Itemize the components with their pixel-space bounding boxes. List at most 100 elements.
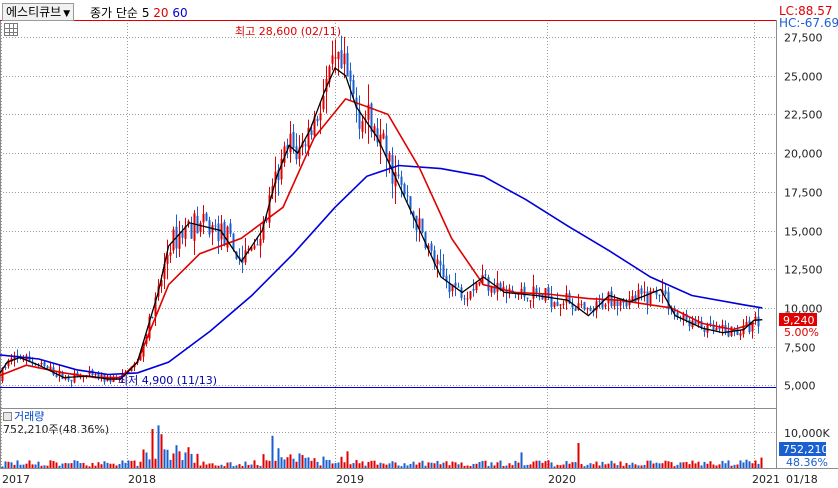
volume-bar bbox=[538, 460, 541, 468]
volume-bar bbox=[661, 463, 664, 468]
volume-bar bbox=[439, 464, 442, 468]
volume-bar bbox=[160, 434, 163, 468]
volume-bar bbox=[751, 463, 754, 468]
candle-body bbox=[94, 374, 97, 376]
candle-body bbox=[376, 128, 379, 143]
volume-bar bbox=[268, 460, 271, 468]
candle-body bbox=[430, 243, 433, 251]
volume-bar bbox=[529, 464, 532, 468]
volume-bar bbox=[457, 464, 460, 468]
candle-body bbox=[151, 316, 154, 318]
volume-bar bbox=[220, 464, 223, 468]
ma60-label: 60 bbox=[172, 6, 188, 20]
candle-body bbox=[619, 301, 622, 306]
volume-bar bbox=[481, 460, 484, 468]
volume-bar bbox=[655, 462, 658, 468]
candle-body bbox=[631, 296, 634, 302]
volume-bar bbox=[181, 460, 184, 468]
plot-frame bbox=[0, 20, 777, 469]
volume-bar bbox=[643, 464, 646, 468]
volume-bar bbox=[712, 464, 715, 468]
volume-bar bbox=[709, 461, 712, 468]
volume-bar bbox=[595, 461, 598, 468]
volume-bar bbox=[760, 457, 763, 468]
volume-bar bbox=[85, 465, 88, 468]
volume-bar bbox=[127, 460, 130, 468]
candle-body bbox=[100, 374, 103, 379]
volume-bar bbox=[118, 464, 121, 468]
candle-body bbox=[448, 282, 451, 293]
volume-bar bbox=[715, 465, 718, 468]
volume-bar bbox=[520, 452, 523, 468]
ma-label: 종가 단순 bbox=[90, 6, 138, 20]
candle-body bbox=[370, 103, 373, 132]
volume-bar bbox=[145, 452, 148, 468]
ma-legend[interactable]: 종가 단순 5 20 60 bbox=[90, 4, 188, 21]
candle-body bbox=[520, 288, 523, 292]
volume-bar bbox=[556, 464, 559, 468]
chevron-down-icon: ▼ bbox=[63, 9, 71, 19]
candle-body bbox=[358, 110, 361, 129]
price-tick-label: 5,000 bbox=[784, 380, 816, 393]
candle-body bbox=[325, 78, 328, 92]
price-tick-label: 20,000 bbox=[784, 148, 823, 161]
volume-tick-label: 10,000K bbox=[784, 427, 830, 440]
candle-body bbox=[508, 288, 511, 291]
volume-bar bbox=[202, 461, 205, 468]
candle-body bbox=[481, 274, 484, 285]
candle-body bbox=[97, 373, 100, 380]
volume-bar bbox=[691, 460, 694, 468]
volume-bar bbox=[124, 462, 127, 468]
volume-bar bbox=[262, 454, 265, 468]
candle-body bbox=[703, 328, 706, 332]
candle-body bbox=[286, 145, 289, 150]
volume-bar bbox=[13, 464, 16, 468]
volume-bar bbox=[19, 464, 22, 468]
candle-body bbox=[727, 330, 730, 337]
volume-bar bbox=[433, 463, 436, 468]
volume-bar bbox=[187, 447, 190, 468]
volume-bar bbox=[271, 435, 274, 468]
candle-body bbox=[343, 53, 346, 65]
candle-body bbox=[664, 290, 667, 295]
candle-body bbox=[340, 50, 343, 69]
candle-body bbox=[685, 313, 688, 320]
volume-bar bbox=[679, 462, 682, 468]
volume-bar bbox=[175, 445, 178, 468]
grid-icon[interactable] bbox=[4, 23, 18, 36]
volume-bar bbox=[490, 462, 493, 468]
candle-body bbox=[361, 121, 364, 132]
candle-body bbox=[4, 367, 7, 369]
candle-body bbox=[394, 172, 397, 187]
candle-body bbox=[181, 232, 184, 238]
candle-body bbox=[187, 220, 190, 225]
volume-bar bbox=[583, 466, 586, 468]
candle-body bbox=[46, 366, 49, 369]
volume-bar bbox=[211, 463, 214, 468]
x-tick-label: 2021 bbox=[752, 473, 780, 486]
candle-body bbox=[385, 135, 388, 158]
candle-body bbox=[475, 283, 478, 291]
volume-bar bbox=[640, 465, 643, 468]
volume-bar bbox=[121, 460, 124, 468]
candle-body bbox=[550, 296, 553, 308]
candle-body bbox=[676, 312, 679, 318]
candle-body bbox=[616, 299, 619, 307]
stock-selector[interactable]: 에스티큐브 ▼ bbox=[2, 3, 75, 21]
volume-bar bbox=[112, 463, 115, 468]
candle-body bbox=[382, 133, 385, 139]
stock-name: 에스티큐브 bbox=[6, 5, 62, 19]
volume-bar bbox=[721, 460, 724, 468]
volume-panel-icon[interactable] bbox=[3, 412, 12, 421]
volume-bar bbox=[346, 451, 349, 468]
candle-body bbox=[625, 301, 628, 307]
volume-bar bbox=[397, 465, 400, 468]
candle-body bbox=[547, 287, 550, 298]
candle-body bbox=[586, 308, 589, 310]
volume-bar bbox=[343, 462, 346, 468]
volume-bar bbox=[301, 455, 304, 468]
price-tick-label: 25,000 bbox=[784, 71, 823, 84]
candle-body bbox=[229, 223, 232, 234]
x-tick-label: 2018 bbox=[128, 473, 156, 486]
